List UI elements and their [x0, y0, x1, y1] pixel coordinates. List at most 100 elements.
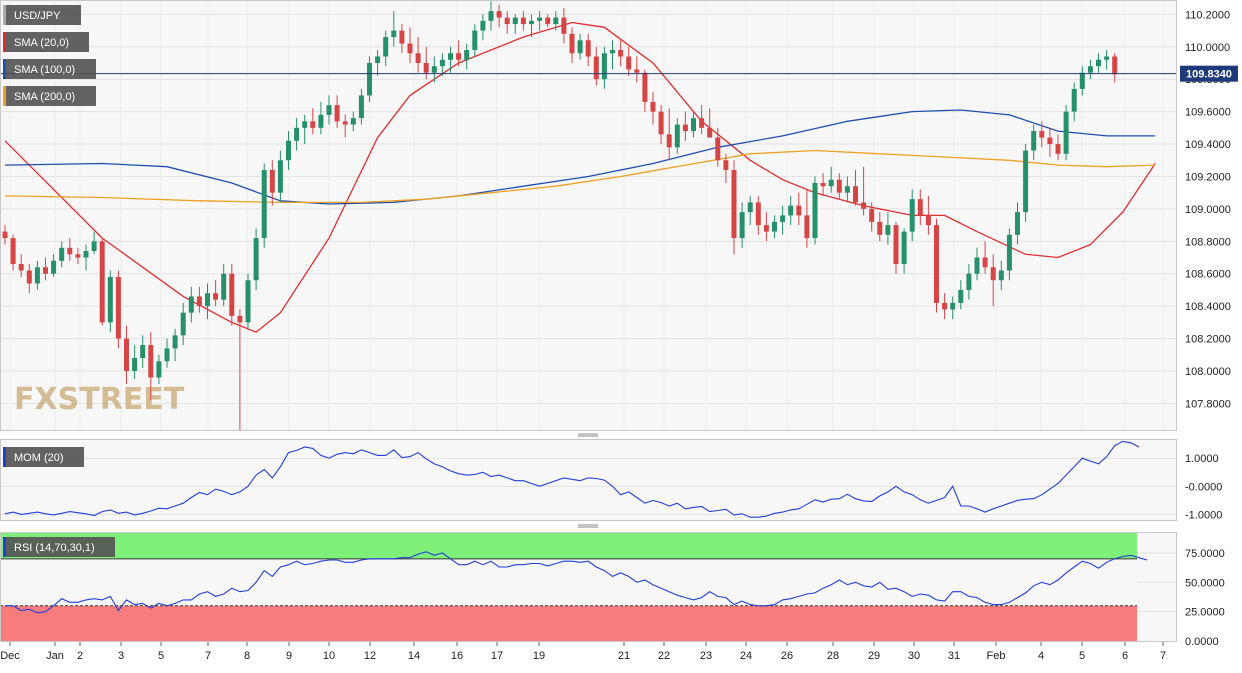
- candle: [310, 108, 316, 135]
- legend-rsi[interactable]: RSI (14,70,30,1): [3, 537, 115, 557]
- candle: [140, 335, 146, 368]
- candle-body: [691, 118, 696, 132]
- mom-resize-handle[interactable]: [578, 433, 598, 437]
- candle: [520, 11, 526, 31]
- price-tick-label: 108.4000: [1185, 301, 1231, 313]
- x-tick-label: Jan: [46, 650, 64, 662]
- candle-body: [974, 257, 980, 274]
- legend-mom[interactable]: MOM (20): [3, 447, 84, 467]
- price-tick-label: 108.8000: [1185, 236, 1231, 248]
- candle-body: [958, 289, 964, 303]
- candle: [942, 293, 948, 320]
- x-axis-labels: Dec Jan 2 3 5 7 8 9 10 12 14 16 17 19 21 22 23 24 26 28 29 30…: [0, 642, 1166, 662]
- candle-body: [942, 302, 948, 310]
- candle: [1071, 82, 1077, 122]
- candle: [245, 273, 251, 329]
- candle: [132, 345, 138, 380]
- candle: [205, 283, 210, 320]
- candle-body: [124, 338, 129, 372]
- x-tick-label: 7: [205, 650, 211, 662]
- candle-body: [820, 182, 826, 187]
- legend-sma-200[interactable]: SMA (200,0): [3, 86, 96, 106]
- x-tick-label: 7: [1160, 650, 1166, 662]
- candle-body: [1087, 66, 1093, 73]
- candle: [407, 27, 413, 63]
- candle: [561, 7, 567, 44]
- candle-body: [156, 361, 162, 378]
- candle-body: [326, 105, 332, 115]
- candle: [699, 105, 705, 135]
- x-tick-label: 22: [658, 650, 670, 662]
- candle-body: [796, 205, 802, 216]
- candle: [51, 254, 57, 277]
- x-tick-label: 28: [827, 650, 839, 662]
- rsi-overbought-zone: [0, 533, 1137, 559]
- legend-sma-20[interactable]: SMA (20,0): [3, 32, 89, 52]
- x-tick-label: 5: [158, 650, 164, 662]
- candle: [1079, 66, 1085, 96]
- candle: [91, 231, 97, 255]
- candle-body: [350, 118, 356, 125]
- price-tick-label: 108.6000: [1185, 269, 1231, 281]
- candle-body: [391, 30, 397, 38]
- candle-body: [375, 56, 381, 63]
- candle-body: [107, 276, 113, 323]
- candle: [156, 354, 162, 384]
- candle-body: [423, 62, 429, 73]
- candle: [537, 11, 543, 31]
- candle: [658, 105, 664, 145]
- candle: [10, 234, 16, 271]
- mom-line: [4, 440, 1140, 518]
- candle: [836, 173, 842, 200]
- candle-body: [488, 11, 494, 21]
- candle: [747, 195, 753, 226]
- candle: [286, 131, 291, 170]
- candle: [682, 111, 688, 141]
- candle-body: [1031, 131, 1037, 151]
- candle: [893, 221, 899, 274]
- candle-body: [561, 17, 567, 34]
- candle-body: [707, 127, 713, 138]
- main-panel-bg: [0, 0, 1177, 431]
- candle: [83, 244, 89, 271]
- legend-usdjpy[interactable]: USD/JPY: [3, 5, 81, 25]
- candle-body: [456, 53, 462, 60]
- candle: [496, 4, 502, 28]
- rsi-resize-handle[interactable]: [578, 524, 598, 528]
- candle: [723, 153, 729, 183]
- candle: [796, 192, 802, 226]
- candle: [350, 111, 356, 132]
- x-tick-label: 6: [1122, 650, 1128, 662]
- main-panel-border: [0, 0, 1177, 431]
- candle: [877, 212, 883, 242]
- candle: [780, 205, 786, 235]
- candle-body: [67, 247, 73, 255]
- candle-body: [383, 37, 389, 57]
- svg-text:USD/JPY: USD/JPY: [14, 10, 61, 22]
- candle: [820, 173, 826, 196]
- candle-body: [245, 280, 251, 323]
- candle-body: [1071, 88, 1077, 112]
- candle-body: [755, 202, 761, 226]
- candle-body: [213, 293, 219, 300]
- candle-body: [407, 43, 413, 54]
- candle: [326, 95, 332, 125]
- price-tick-label: 109.6000: [1185, 107, 1231, 119]
- candle-body: [666, 134, 672, 148]
- x-tick-label: 4: [1038, 650, 1044, 662]
- legend-sma-100[interactable]: SMA (100,0): [3, 59, 96, 79]
- candle: [1006, 228, 1012, 281]
- svg-text:SMA (20,0): SMA (20,0): [14, 37, 69, 49]
- x-tick-label: 31: [948, 650, 960, 662]
- candle: [585, 33, 591, 67]
- candle-body: [1112, 56, 1118, 75]
- mom-panel-bg: [0, 439, 1177, 521]
- candle-body: [610, 50, 615, 54]
- candle-body: [1047, 137, 1053, 145]
- candle-body: [861, 202, 867, 209]
- rsi-series-line: [5, 551, 1148, 614]
- candle-body: [196, 296, 202, 307]
- candle-body: [780, 215, 786, 222]
- rsi-line: [5, 551, 1148, 614]
- svg-text:SMA (100,0): SMA (100,0): [14, 64, 75, 76]
